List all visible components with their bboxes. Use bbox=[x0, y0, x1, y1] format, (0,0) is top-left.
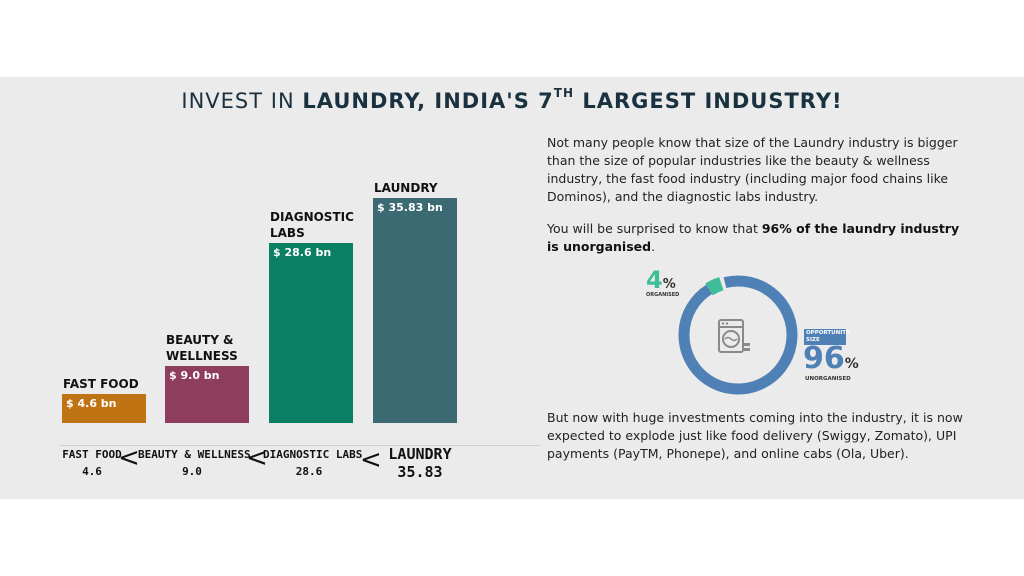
opportunity-label: OPPORTUNITY bbox=[806, 330, 851, 336]
bar-category-label: BEAUTY & bbox=[166, 333, 234, 348]
cmp-value-diagnostic-labs: 28.6 bbox=[295, 465, 323, 478]
intro-paragraph: Not many people know that size of the La… bbox=[547, 135, 958, 204]
washing-machine-icon bbox=[717, 318, 751, 354]
title-bold: LAUNDRY, INDIA'S 7 bbox=[302, 89, 554, 113]
bar-category-label: LABS bbox=[270, 226, 305, 241]
unorganised-percent: 96% bbox=[803, 343, 859, 380]
title-prefix: INVEST IN bbox=[181, 89, 303, 113]
size-label: SIZE bbox=[806, 337, 820, 343]
bar-category-label: FAST FOOD bbox=[63, 377, 139, 392]
bar-diagnostic-labs bbox=[269, 243, 353, 423]
bar-value-label: $ 4.6 bn bbox=[66, 397, 117, 411]
bar-value-label: $ 9.0 bn bbox=[169, 369, 220, 383]
infographic-panel: INVEST IN LAUNDRY, INDIA'S 7TH LARGEST I… bbox=[0, 77, 1024, 499]
chart-baseline bbox=[60, 445, 540, 446]
organised-percent: 4% bbox=[646, 266, 676, 294]
unorganised-percent-sign: % bbox=[844, 356, 859, 372]
unorganised-label: UNORGANISED bbox=[805, 376, 851, 382]
cmp-name-laundry: LAUNDRY bbox=[388, 445, 452, 463]
organised-percent-sign: % bbox=[662, 277, 676, 292]
less-than-sign: < bbox=[246, 443, 268, 473]
page-title: INVEST IN LAUNDRY, INDIA'S 7TH LARGEST I… bbox=[0, 86, 1024, 113]
donut-slice-organised bbox=[705, 276, 724, 296]
cmp-name-fast-food: FAST FOOD bbox=[62, 448, 122, 461]
bar-laundry bbox=[373, 198, 457, 423]
cmp-value-laundry: 35.83 bbox=[397, 463, 443, 481]
cmp-value-beauty-wellness: 9.0 bbox=[182, 465, 202, 478]
surprise-paragraph: You will be surprised to know that 96% o… bbox=[547, 220, 967, 256]
organised-value: 4 bbox=[646, 266, 663, 294]
cmp-name-diagnostic-labs: DIAGNOSTIC LABS bbox=[263, 448, 363, 461]
donut-chart bbox=[678, 275, 798, 395]
less-than-sign: < bbox=[118, 443, 140, 473]
surprise-prefix: You will be surprised to know that bbox=[547, 221, 762, 236]
surprise-highlight: 96% of the laundry industry is unorganis… bbox=[547, 221, 960, 254]
title-sup: TH bbox=[553, 86, 575, 100]
opportunity-size-badge: OPPORTUNITY SIZE bbox=[804, 329, 850, 345]
title-suffix: LARGEST INDUSTRY! bbox=[574, 89, 843, 113]
cmp-name-beauty-wellness: BEAUTY & WELLNESS bbox=[138, 448, 251, 461]
unorganised-value: 96 bbox=[803, 341, 845, 376]
surprise-suffix: . bbox=[651, 239, 656, 254]
bar-category-label: DIAGNOSTIC bbox=[270, 210, 354, 225]
bar-beauty-wellness bbox=[165, 366, 249, 423]
bar-value-label: $ 28.6 bn bbox=[273, 246, 332, 260]
cmp-value-fast-food: 4.6 bbox=[82, 465, 102, 478]
bar-category-label: LAUNDRY bbox=[374, 181, 438, 195]
donut-slice-unorganised bbox=[678, 275, 798, 395]
investment-paragraph: But now with huge investments coming int… bbox=[547, 410, 963, 461]
organised-label: ORGANISED bbox=[646, 292, 680, 298]
bar-value-label: $ 35.83 bn bbox=[377, 201, 443, 214]
bar-category-label: WELLNESS bbox=[166, 349, 238, 364]
less-than-sign: < bbox=[360, 445, 382, 475]
bar-fast-food bbox=[62, 394, 146, 423]
